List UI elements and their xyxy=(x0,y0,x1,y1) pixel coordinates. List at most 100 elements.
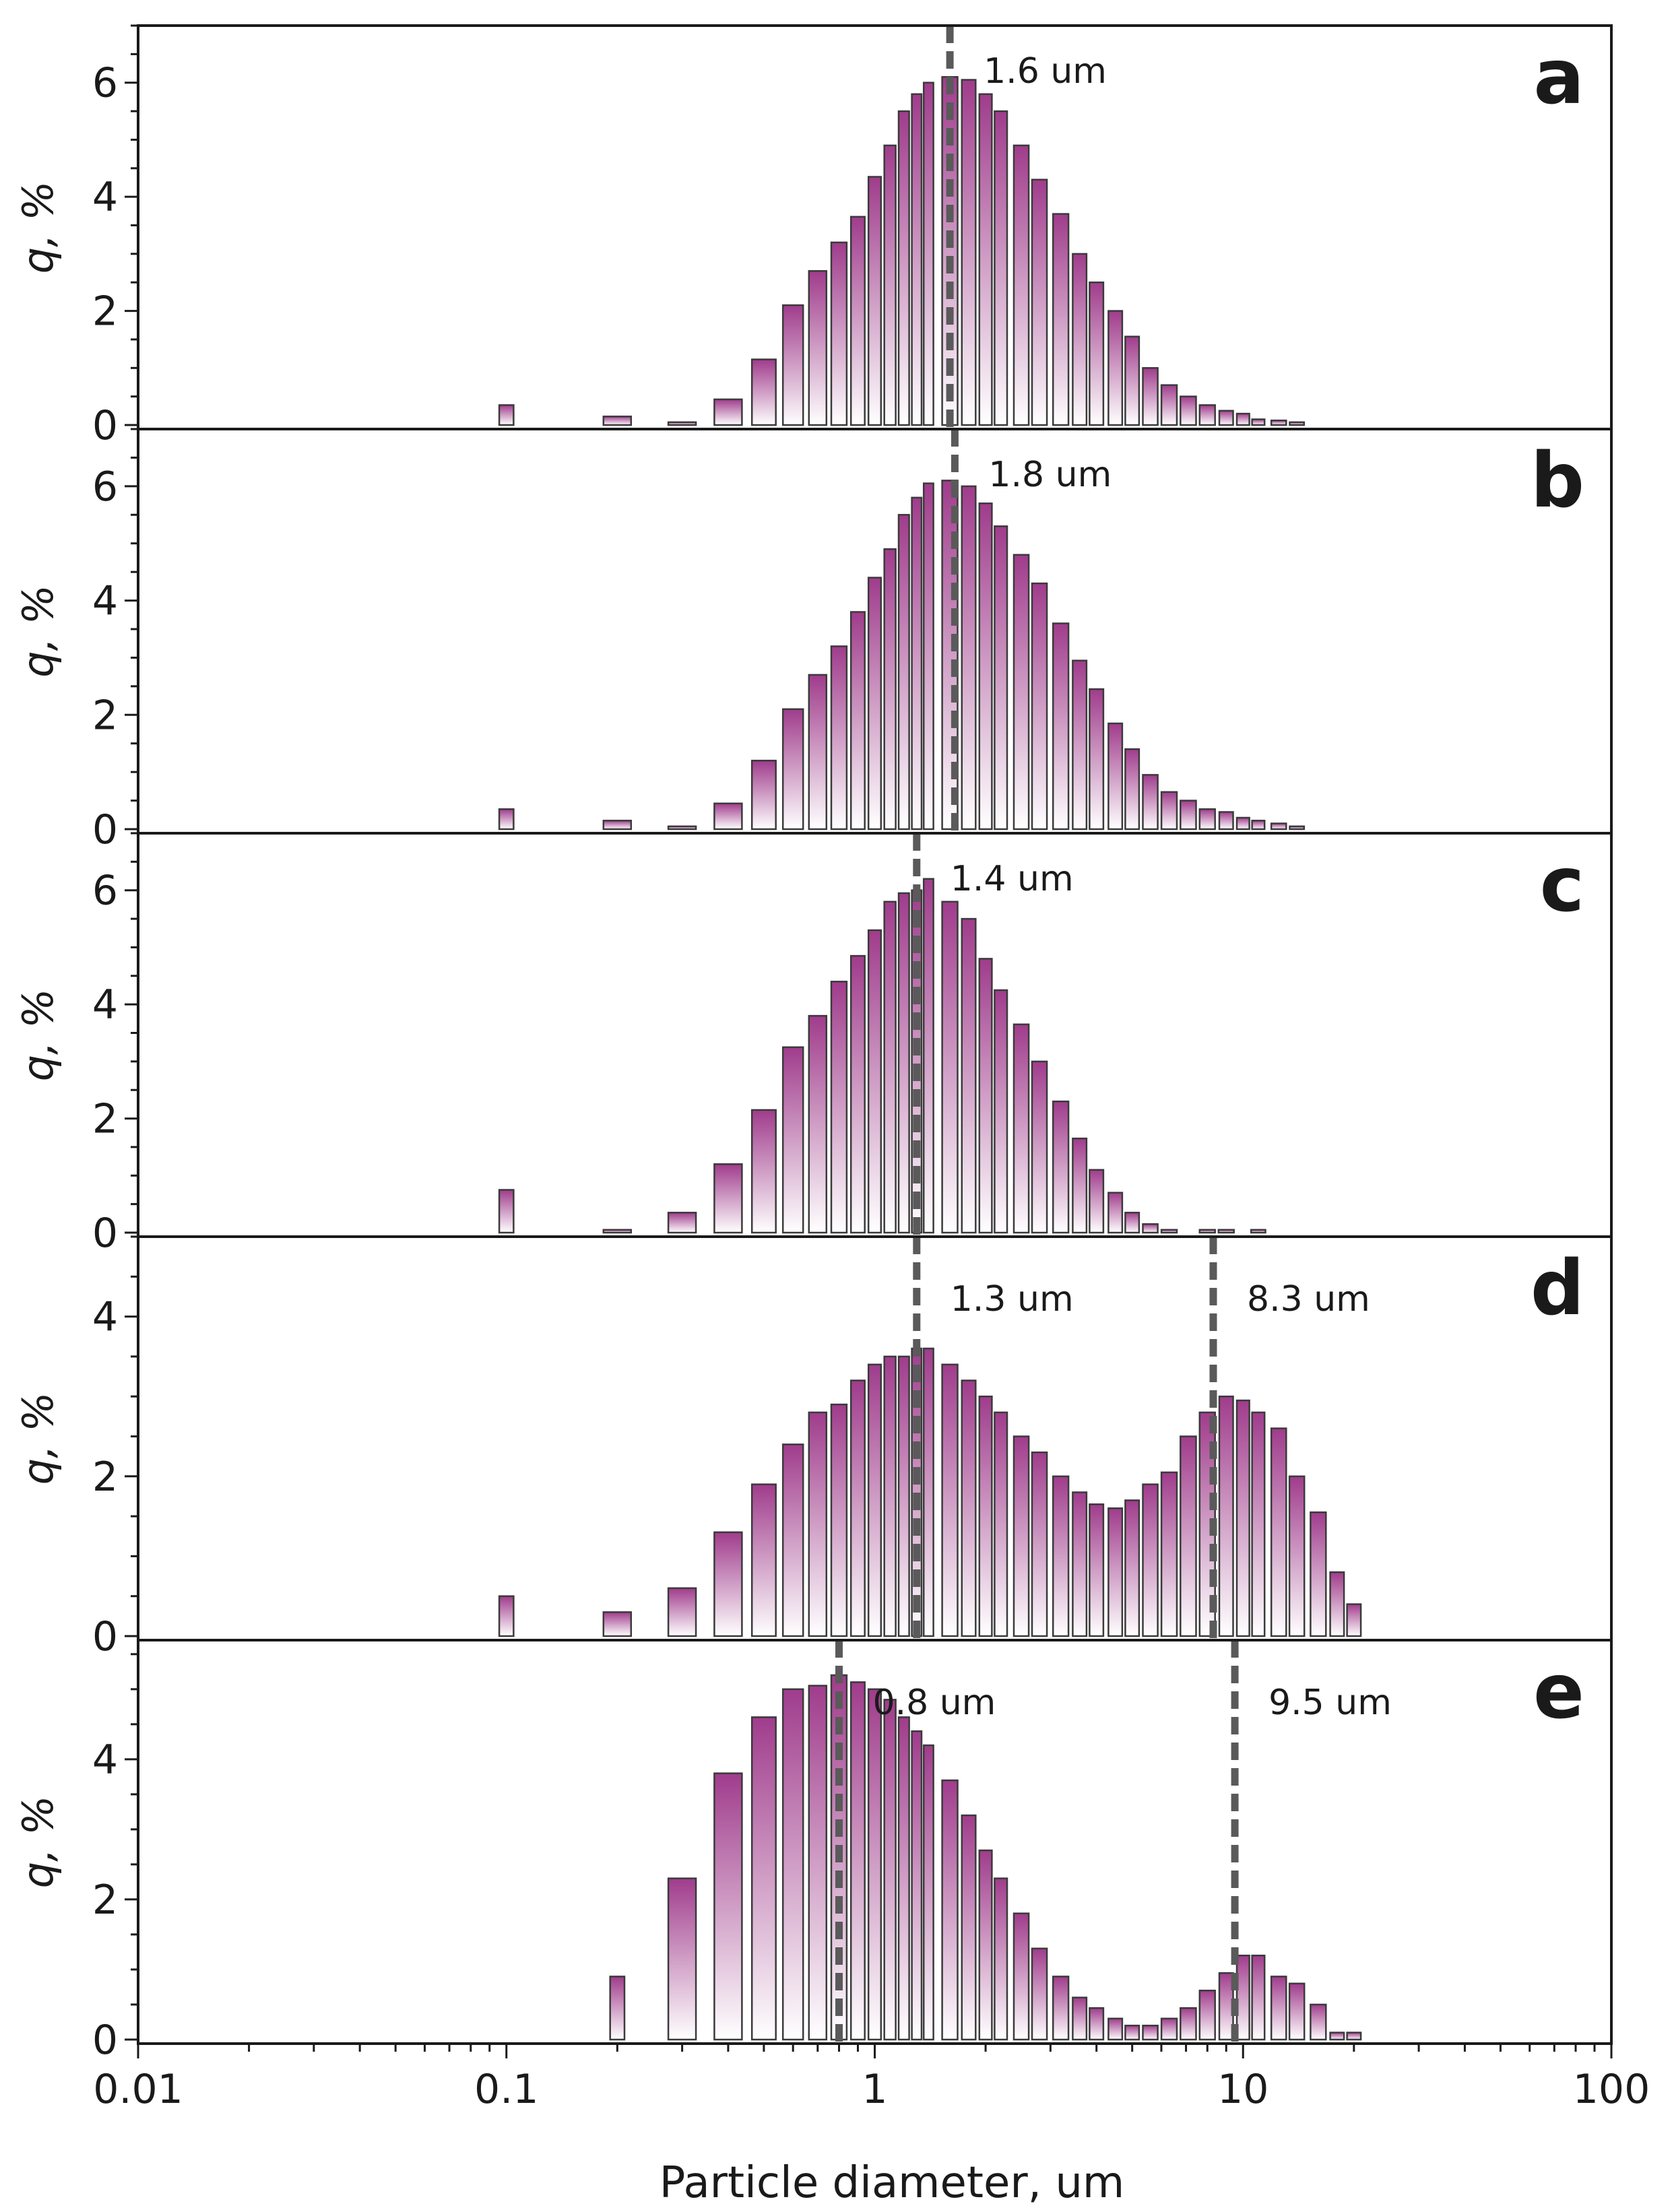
bar xyxy=(667,1877,697,2041)
bar xyxy=(1218,811,1234,831)
bar xyxy=(1198,404,1216,426)
bar xyxy=(750,1109,777,1234)
bar xyxy=(1107,310,1124,426)
bar xyxy=(1329,2031,1345,2041)
bar xyxy=(1107,2017,1124,2041)
median-marker-label: 8.3 um xyxy=(1247,1279,1370,1320)
y-tick-label: 2 xyxy=(92,1877,118,1924)
y-tick-label: 2 xyxy=(92,1096,118,1143)
panel-b: 0 2 4 6 q, % 1.8 um b xyxy=(13,428,1613,853)
x-tick-label: 1 xyxy=(862,2066,887,2113)
bar xyxy=(602,820,633,831)
bar xyxy=(1072,1491,1088,1637)
bar xyxy=(1124,335,1140,426)
bar xyxy=(1180,1435,1197,1637)
bar xyxy=(808,674,828,831)
bar xyxy=(883,548,897,831)
median-marker-label: 1.6 um xyxy=(984,51,1107,92)
bar xyxy=(830,241,848,426)
bar xyxy=(1124,1499,1140,1637)
bar xyxy=(1198,808,1216,831)
y-tick-label: 4 xyxy=(92,1736,118,1784)
bar xyxy=(1031,178,1048,426)
bar xyxy=(1107,1192,1124,1234)
median-marker-label: 1.4 um xyxy=(951,859,1074,899)
y-axis: 0 2 4 6 xyxy=(92,24,138,449)
bar xyxy=(1218,1972,1234,2041)
panel-e: 0 2 4 q, % 0.8 um 9.5 um e xyxy=(13,1639,1613,2064)
bar xyxy=(1142,2024,1159,2041)
bar xyxy=(961,917,977,1234)
bar xyxy=(750,1483,777,1637)
bar xyxy=(1072,253,1088,426)
panel-letter: c xyxy=(1540,841,1584,929)
bar xyxy=(1012,554,1030,831)
y-tick-label: 4 xyxy=(92,1294,118,1341)
y-tick-label: 6 xyxy=(92,868,118,915)
bar xyxy=(1089,688,1105,831)
bar xyxy=(1012,1912,1030,2041)
bar xyxy=(1289,825,1306,831)
bar xyxy=(849,611,866,831)
bar xyxy=(1288,1475,1306,1637)
bar xyxy=(941,901,959,1234)
bar xyxy=(781,304,804,426)
bar xyxy=(867,1363,882,1637)
bar xyxy=(1142,367,1159,426)
panel-letter: a xyxy=(1533,34,1584,121)
bar xyxy=(713,1772,743,2041)
bar xyxy=(1160,2017,1178,2041)
panels-layer: 0 2 4 6 q, % 1.6 um a 0 2 4 6 q, % 1.8 um b 0 2 4 6 q, % 1.… xyxy=(13,24,1613,2064)
bar xyxy=(961,79,977,426)
bar xyxy=(849,1681,866,2041)
bar xyxy=(498,808,515,831)
bar xyxy=(1160,1229,1178,1234)
bar xyxy=(1124,1212,1140,1234)
bar xyxy=(1270,419,1287,426)
bar xyxy=(808,270,828,426)
bar xyxy=(1031,1060,1048,1234)
bar xyxy=(1142,774,1159,831)
bar xyxy=(994,525,1008,831)
bar xyxy=(961,1379,977,1637)
bar xyxy=(883,1699,897,2041)
bar xyxy=(883,1355,897,1637)
bar xyxy=(849,954,866,1234)
bar xyxy=(978,1395,993,1637)
bar xyxy=(1251,418,1266,426)
bar xyxy=(941,1779,959,2041)
bar xyxy=(498,404,515,426)
panel-d: 0 2 4 q, % 1.3 um 8.3 um d xyxy=(13,1235,1613,1660)
bar xyxy=(922,878,934,1234)
bar xyxy=(498,1189,515,1234)
bar xyxy=(667,825,697,831)
bar xyxy=(1072,1137,1088,1234)
bar xyxy=(1107,1507,1124,1637)
bar xyxy=(1124,748,1140,831)
bars-group xyxy=(498,75,1306,426)
bar xyxy=(808,1014,828,1234)
bar xyxy=(1089,2007,1105,2041)
bar xyxy=(1160,384,1178,426)
y-tick-label: 2 xyxy=(92,288,118,335)
y-axis-title: q, % xyxy=(13,181,63,274)
bar xyxy=(849,216,866,426)
bar xyxy=(1250,1229,1266,1234)
bars-group xyxy=(609,1674,1362,2041)
y-tick-label: 6 xyxy=(92,463,118,511)
bar xyxy=(602,1611,633,1637)
bar xyxy=(1142,1483,1159,1637)
bar xyxy=(911,496,923,831)
bar xyxy=(994,1877,1008,2041)
bar xyxy=(830,981,848,1234)
bar xyxy=(922,82,934,426)
y-tick-label: 2 xyxy=(92,692,118,739)
bar xyxy=(941,1363,959,1637)
bar xyxy=(498,1595,515,1637)
y-tick-label: 4 xyxy=(92,981,118,1029)
bar xyxy=(1270,1427,1287,1637)
bar xyxy=(1180,395,1197,426)
y-tick-label: 4 xyxy=(92,174,118,221)
bar xyxy=(781,1046,804,1234)
bar xyxy=(1180,2007,1197,2041)
